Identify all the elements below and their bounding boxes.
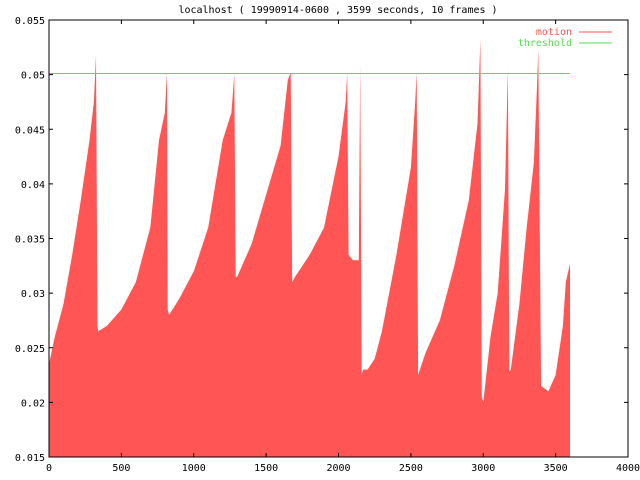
y-tick-label: 0.03 (21, 289, 45, 300)
x-tick-label: 1500 (254, 463, 278, 474)
x-tick-label: 3500 (544, 463, 568, 474)
y-tick-label: 0.025 (15, 344, 45, 355)
y-tick-label: 0.045 (15, 125, 45, 136)
x-tick-label: 0 (46, 463, 52, 474)
x-tick-label: 2500 (399, 463, 423, 474)
y-tick-label: 0.02 (21, 398, 45, 409)
x-tick-label: 500 (112, 463, 130, 474)
y-tick-label: 0.035 (15, 235, 45, 246)
chart-title: localhost ( 19990914-0600 , 3599 seconds… (178, 5, 497, 16)
x-tick-label: 2000 (326, 463, 350, 474)
x-tick-label: 3000 (471, 463, 495, 474)
y-tick-label: 0.05 (21, 71, 45, 82)
plot-area (49, 39, 570, 457)
x-tick-label: 4000 (616, 463, 640, 474)
legend-label-threshold: threshold (518, 38, 572, 49)
legend: motion threshold (518, 27, 612, 49)
y-tick-label: 0.055 (15, 16, 45, 27)
series-motion-area (49, 39, 570, 457)
axes: 0 500 1000 1500 2000 2500 3000 3500 4000 0.015 0.0… (15, 16, 640, 474)
y-tick-label: 0.04 (21, 180, 45, 191)
x-tick-label: 1000 (182, 463, 206, 474)
y-tick-label: 0.015 (15, 453, 45, 464)
legend-label-motion: motion (536, 27, 572, 38)
